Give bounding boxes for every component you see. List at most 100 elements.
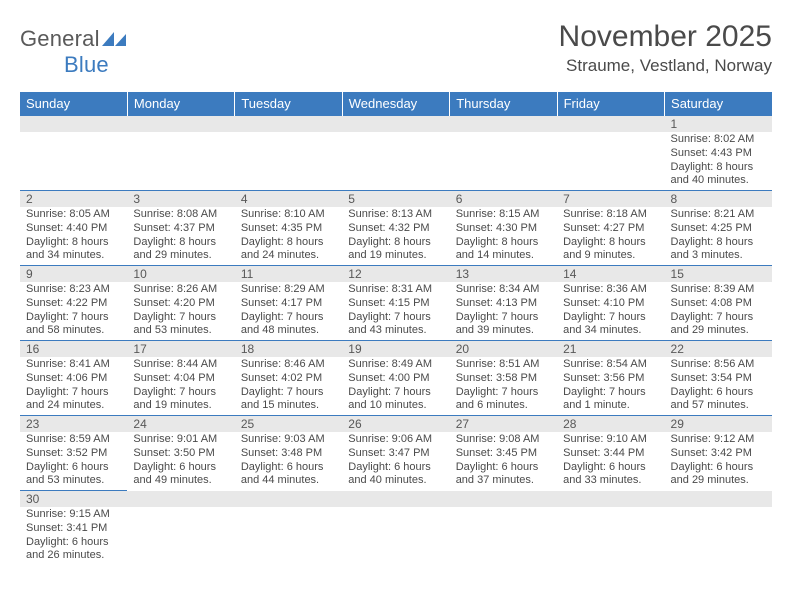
dh-wed: Wednesday [342, 92, 449, 116]
day-content: Sunrise: 8:05 AMSunset: 4:40 PMDaylight:… [20, 207, 127, 265]
day-cell: 18Sunrise: 8:46 AMSunset: 4:02 PMDayligh… [235, 341, 342, 416]
daylight: Daylight: 8 hours and 24 minutes. [241, 236, 336, 264]
sunset: Sunset: 4:37 PM [133, 222, 228, 236]
day-cell: 30Sunrise: 9:15 AMSunset: 3:41 PMDayligh… [20, 491, 127, 566]
daylight: Daylight: 8 hours and 19 minutes. [348, 236, 443, 264]
day-number: 11 [235, 266, 342, 282]
day-number [450, 116, 557, 132]
day-number [342, 491, 449, 507]
daylight: Daylight: 7 hours and 43 minutes. [348, 311, 443, 339]
calendar-table: Sunday Monday Tuesday Wednesday Thursday… [20, 92, 772, 565]
day-cell: 21Sunrise: 8:54 AMSunset: 3:56 PMDayligh… [557, 341, 664, 416]
day-content: Sunrise: 8:31 AMSunset: 4:15 PMDaylight:… [342, 282, 449, 340]
day-cell: 23Sunrise: 8:59 AMSunset: 3:52 PMDayligh… [20, 416, 127, 491]
logo-mark-icon [102, 30, 128, 46]
sunrise: Sunrise: 8:36 AM [563, 283, 658, 297]
daylight: Daylight: 7 hours and 10 minutes. [348, 386, 443, 414]
day-content: Sunrise: 9:03 AMSunset: 3:48 PMDaylight:… [235, 432, 342, 490]
daylight: Daylight: 7 hours and 19 minutes. [133, 386, 228, 414]
day-content: Sunrise: 8:10 AMSunset: 4:35 PMDaylight:… [235, 207, 342, 265]
location: Straume, Vestland, Norway [559, 56, 772, 76]
day-cell [450, 116, 557, 191]
day-content: Sunrise: 8:44 AMSunset: 4:04 PMDaylight:… [127, 357, 234, 415]
day-number: 23 [20, 416, 127, 432]
day-content: Sunrise: 8:21 AMSunset: 4:25 PMDaylight:… [665, 207, 772, 265]
day-number: 27 [450, 416, 557, 432]
daylight: Daylight: 8 hours and 29 minutes. [133, 236, 228, 264]
day-number: 18 [235, 341, 342, 357]
day-cell [235, 491, 342, 566]
daylight: Daylight: 7 hours and 24 minutes. [26, 386, 121, 414]
day-content: Sunrise: 8:54 AMSunset: 3:56 PMDaylight:… [557, 357, 664, 415]
day-number [20, 116, 127, 132]
day-content: Sunrise: 8:46 AMSunset: 4:02 PMDaylight:… [235, 357, 342, 415]
day-content: Sunrise: 8:41 AMSunset: 4:06 PMDaylight:… [20, 357, 127, 415]
day-number [235, 491, 342, 507]
day-cell: 4Sunrise: 8:10 AMSunset: 4:35 PMDaylight… [235, 191, 342, 266]
day-number: 12 [342, 266, 449, 282]
sunrise: Sunrise: 8:31 AM [348, 283, 443, 297]
sunset: Sunset: 4:15 PM [348, 297, 443, 311]
day-number: 29 [665, 416, 772, 432]
logo-text: GeneralBlue [20, 26, 128, 78]
dh-sun: Sunday [20, 92, 127, 116]
day-number: 17 [127, 341, 234, 357]
dh-fri: Friday [557, 92, 664, 116]
day-content: Sunrise: 8:39 AMSunset: 4:08 PMDaylight:… [665, 282, 772, 340]
title-block: November 2025 Straume, Vestland, Norway [559, 20, 772, 76]
sunrise: Sunrise: 8:49 AM [348, 358, 443, 372]
sunset: Sunset: 3:58 PM [456, 372, 551, 386]
day-number: 25 [235, 416, 342, 432]
day-content: Sunrise: 8:13 AMSunset: 4:32 PMDaylight:… [342, 207, 449, 265]
day-content: Sunrise: 8:59 AMSunset: 3:52 PMDaylight:… [20, 432, 127, 490]
sunset: Sunset: 4:25 PM [671, 222, 766, 236]
daylight: Daylight: 7 hours and 58 minutes. [26, 311, 121, 339]
day-content: Sunrise: 8:51 AMSunset: 3:58 PMDaylight:… [450, 357, 557, 415]
day-number: 13 [450, 266, 557, 282]
day-content: Sunrise: 9:15 AMSunset: 3:41 PMDaylight:… [20, 507, 127, 565]
day-number [342, 116, 449, 132]
daylight: Daylight: 6 hours and 57 minutes. [671, 386, 766, 414]
day-cell: 2Sunrise: 8:05 AMSunset: 4:40 PMDaylight… [20, 191, 127, 266]
day-cell: 25Sunrise: 9:03 AMSunset: 3:48 PMDayligh… [235, 416, 342, 491]
day-cell: 13Sunrise: 8:34 AMSunset: 4:13 PMDayligh… [450, 266, 557, 341]
day-cell: 8Sunrise: 8:21 AMSunset: 4:25 PMDaylight… [665, 191, 772, 266]
daylight: Daylight: 8 hours and 14 minutes. [456, 236, 551, 264]
sunset: Sunset: 4:04 PM [133, 372, 228, 386]
daylight: Daylight: 6 hours and 26 minutes. [26, 536, 121, 564]
day-cell: 24Sunrise: 9:01 AMSunset: 3:50 PMDayligh… [127, 416, 234, 491]
day-number: 4 [235, 191, 342, 207]
day-number: 14 [557, 266, 664, 282]
sunrise: Sunrise: 8:29 AM [241, 283, 336, 297]
sunrise: Sunrise: 8:51 AM [456, 358, 551, 372]
daylight: Daylight: 6 hours and 29 minutes. [671, 461, 766, 489]
sunrise: Sunrise: 8:23 AM [26, 283, 121, 297]
sunset: Sunset: 3:45 PM [456, 447, 551, 461]
sunset: Sunset: 4:20 PM [133, 297, 228, 311]
daylight: Daylight: 7 hours and 48 minutes. [241, 311, 336, 339]
day-cell: 14Sunrise: 8:36 AMSunset: 4:10 PMDayligh… [557, 266, 664, 341]
sunrise: Sunrise: 9:03 AM [241, 433, 336, 447]
day-content: Sunrise: 8:26 AMSunset: 4:20 PMDaylight:… [127, 282, 234, 340]
day-number: 24 [127, 416, 234, 432]
sunset: Sunset: 4:13 PM [456, 297, 551, 311]
sunset: Sunset: 3:47 PM [348, 447, 443, 461]
day-number [127, 116, 234, 132]
daylight: Daylight: 7 hours and 39 minutes. [456, 311, 551, 339]
day-number: 21 [557, 341, 664, 357]
day-number [665, 491, 772, 507]
sunrise: Sunrise: 9:12 AM [671, 433, 766, 447]
sunset: Sunset: 4:35 PM [241, 222, 336, 236]
sunset: Sunset: 4:02 PM [241, 372, 336, 386]
day-number [127, 491, 234, 507]
day-number: 16 [20, 341, 127, 357]
sunset: Sunset: 4:08 PM [671, 297, 766, 311]
daylight: Daylight: 7 hours and 15 minutes. [241, 386, 336, 414]
day-content: Sunrise: 8:08 AMSunset: 4:37 PMDaylight:… [127, 207, 234, 265]
sunrise: Sunrise: 8:39 AM [671, 283, 766, 297]
day-cell: 19Sunrise: 8:49 AMSunset: 4:00 PMDayligh… [342, 341, 449, 416]
sunset: Sunset: 4:17 PM [241, 297, 336, 311]
day-content: Sunrise: 9:10 AMSunset: 3:44 PMDaylight:… [557, 432, 664, 490]
sunset: Sunset: 4:27 PM [563, 222, 658, 236]
day-cell: 3Sunrise: 8:08 AMSunset: 4:37 PMDaylight… [127, 191, 234, 266]
